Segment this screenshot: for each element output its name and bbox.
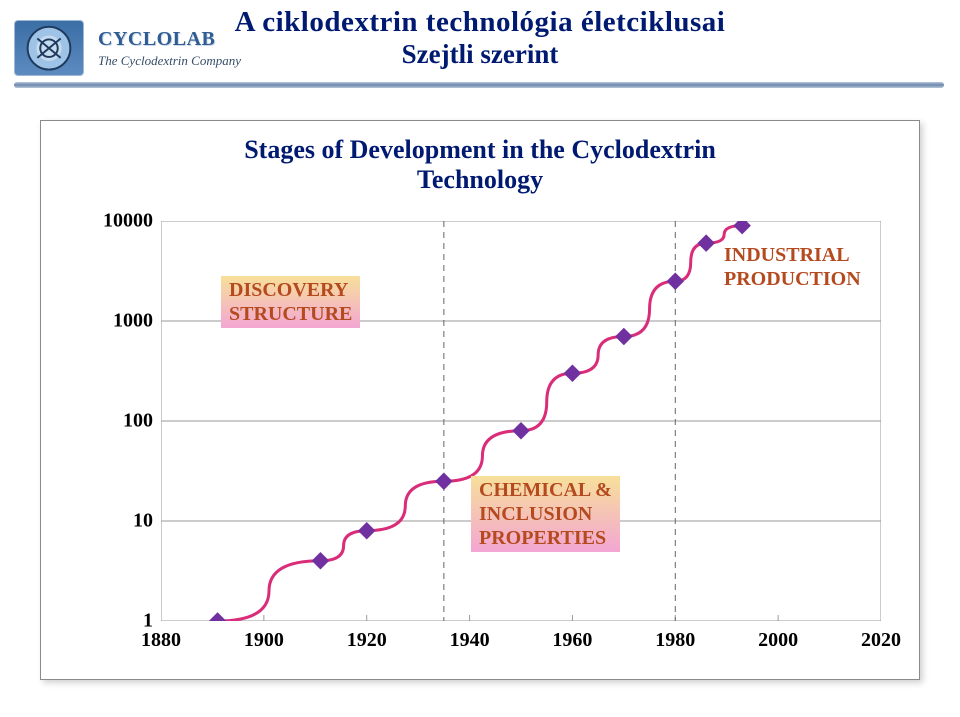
x-tick-label: 1900	[244, 621, 284, 652]
x-tick-label: 1880	[141, 621, 181, 652]
chart-title-line2: Technology	[41, 165, 919, 195]
x-tick-label: 2000	[758, 621, 798, 652]
chart-title: Stages of Development in the Cyclodextri…	[41, 135, 919, 195]
x-tick-label: 1920	[347, 621, 387, 652]
plot-area: DISCOVERYSTRUCTURE CHEMICAL &INCLUSIONPR…	[161, 221, 881, 621]
y-tick-label: 10000	[103, 210, 161, 233]
annotation-chemical-line1: CHEMICAL &	[479, 479, 612, 501]
slide-title-line2: Szejtli szerint	[0, 39, 960, 70]
slide-title-block: A ciklodextrin technológia életciklusai …	[0, 6, 960, 70]
annotation-discovery-line1: DISCOVERY	[229, 279, 348, 301]
x-tick-label: 1960	[552, 621, 592, 652]
annotation-discovery-line2: STRUCTURE	[229, 303, 352, 325]
annotation-industrial: INDUSTRIALPRODUCTION	[716, 241, 869, 293]
chart-card: Stages of Development in the Cyclodextri…	[40, 120, 920, 680]
chart-title-line1: Stages of Development in the Cyclodextri…	[244, 135, 716, 164]
slide-title-line1: A ciklodextrin technológia életciklusai	[0, 6, 960, 39]
x-tick-label: 1940	[450, 621, 490, 652]
annotation-industrial-line2: PRODUCTION	[724, 268, 861, 290]
x-tick-label: 2020	[861, 621, 901, 652]
annotation-chemical-line3: PROPERTIES	[479, 527, 606, 549]
annotation-discovery: DISCOVERYSTRUCTURE	[221, 276, 360, 328]
x-tick-label: 1980	[655, 621, 695, 652]
annotation-chemical-line2: INCLUSION	[479, 503, 592, 525]
y-tick-label: 100	[123, 410, 161, 433]
logo-rule	[14, 82, 944, 88]
annotation-industrial-line1: INDUSTRIAL	[724, 244, 850, 266]
y-tick-label: 10	[133, 510, 161, 533]
y-tick-label: 1000	[113, 310, 161, 333]
annotation-chemical: CHEMICAL &INCLUSIONPROPERTIES	[471, 476, 620, 552]
